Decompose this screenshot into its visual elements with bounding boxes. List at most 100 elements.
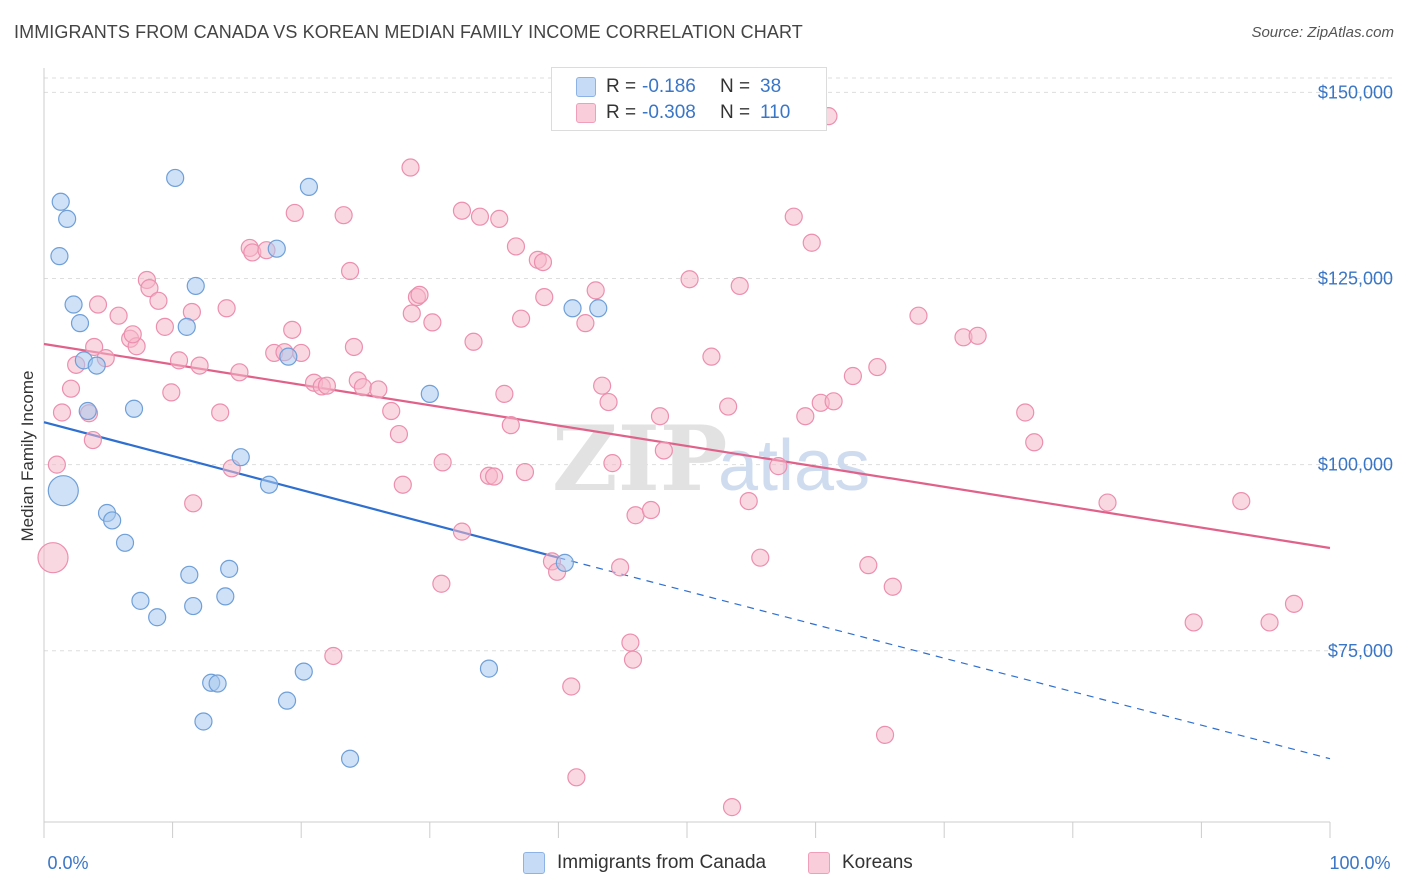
point-korean: [769, 457, 788, 476]
point-korean: [562, 677, 581, 696]
chart-title: IMMIGRANTS FROM CANADA VS KOREAN MEDIAN …: [14, 22, 803, 42]
point-korean: [452, 201, 472, 220]
point-korean: [722, 798, 742, 817]
bottom-legend-koreans: Koreans: [808, 852, 913, 874]
point-korean: [739, 491, 758, 511]
point-canada: [51, 192, 70, 211]
point-canada: [208, 674, 227, 693]
point-korean: [512, 309, 531, 328]
point-canada: [64, 295, 83, 314]
bottom-legend: Immigrants from Canada Koreans: [0, 852, 1406, 878]
bottom-legend-swatch-pink: [808, 852, 830, 874]
watermark: ZIP atlas: [552, 406, 870, 512]
point-canada: [184, 596, 203, 616]
point-korean: [868, 357, 887, 377]
point-canada: [177, 317, 196, 336]
axes: $75,000 $100,000 $125,000 $150,000 0.0% 100.0…: [43, 68, 1393, 873]
point-korean: [410, 285, 429, 304]
trend-line-canada: [43, 421, 559, 559]
point-korean: [611, 558, 630, 577]
point-korean: [650, 407, 670, 426]
point-canada: [70, 314, 90, 333]
point-korean: [1260, 613, 1279, 632]
point-korean: [340, 261, 360, 281]
y-tick-label: $75,000: [1328, 641, 1393, 661]
point-korean: [464, 332, 483, 351]
watermark-atlas: atlas: [718, 426, 870, 506]
legend-swatch-pink: [576, 103, 596, 123]
legend-r-value: -0.186: [642, 76, 696, 97]
point-korean: [490, 209, 509, 229]
point-korean: [875, 725, 895, 744]
legend-n-value: 38: [760, 76, 782, 97]
point-korean: [909, 306, 928, 325]
trend-line-koreans: [43, 342, 1331, 550]
point-canada: [103, 511, 122, 530]
point-canada: [87, 356, 106, 375]
point-korean: [680, 270, 699, 289]
point-canada: [279, 347, 298, 366]
bottom-legend-swatch-blue: [523, 852, 545, 874]
point-korean: [784, 207, 803, 226]
point-korean: [432, 574, 451, 593]
point-canada: [78, 401, 97, 421]
point-korean: [641, 500, 661, 520]
point-korean: [433, 453, 452, 472]
point-korean: [1025, 433, 1044, 452]
point-korean: [843, 366, 862, 386]
legend-n-label: N =: [720, 102, 751, 123]
point-korean: [621, 633, 640, 652]
point-korean: [599, 392, 618, 412]
point-korean: [1284, 594, 1304, 613]
bottom-legend-label: Koreans: [842, 852, 913, 873]
point-korean: [217, 299, 236, 318]
point-korean: [353, 378, 373, 397]
point-canada: [131, 591, 150, 610]
point-korean: [593, 376, 612, 395]
point-korean: [859, 556, 878, 575]
x-tick-label: 100.0%: [1329, 853, 1390, 873]
x-tick-label: 0.0%: [47, 853, 88, 873]
legend-row-koreans: R = -0.308 N = 110: [576, 100, 790, 126]
point-canada: [294, 662, 313, 681]
point-korean: [85, 337, 104, 357]
legend-swatch-blue: [576, 77, 596, 97]
point-korean: [61, 379, 81, 398]
point-korean: [402, 304, 421, 323]
trend-lines: [43, 342, 1331, 760]
point-korean: [369, 380, 388, 399]
point-korean: [285, 203, 304, 223]
point-canada: [340, 749, 360, 768]
point-korean: [109, 306, 128, 325]
point-korean: [393, 475, 412, 494]
y-axis-label: Median Family Income: [18, 370, 37, 541]
point-korean: [485, 467, 504, 486]
point-korean: [230, 363, 249, 382]
trend-line-canada-projection: [558, 557, 1331, 760]
point-korean: [324, 646, 343, 666]
point-korean: [968, 326, 987, 345]
bottom-legend-label: Immigrants from Canada: [557, 852, 767, 873]
point-korean: [730, 276, 749, 296]
point-canada: [299, 177, 319, 196]
point-canada: [277, 691, 297, 710]
point-korean: [423, 313, 442, 332]
point-korean: [501, 416, 520, 435]
point-korean: [751, 548, 770, 567]
point-korean: [515, 462, 535, 482]
point-korean: [470, 207, 490, 226]
point-korean: [140, 279, 159, 298]
point-korean: [702, 347, 721, 366]
point-korean: [389, 424, 409, 444]
legend-row-canada: R = -0.186 N = 38: [576, 74, 781, 100]
point-korean: [47, 455, 66, 474]
point-korean: [883, 577, 902, 596]
watermark-zip: ZIP: [552, 406, 727, 512]
legend: R = -0.186 N = 38 R = -0.308 N = 110: [551, 67, 827, 131]
point-korean: [533, 252, 553, 272]
legend-n-value: 110: [760, 102, 791, 123]
y-tick-label: $150,000: [1318, 82, 1393, 102]
point-korean: [824, 392, 843, 411]
point-korean: [83, 430, 102, 450]
